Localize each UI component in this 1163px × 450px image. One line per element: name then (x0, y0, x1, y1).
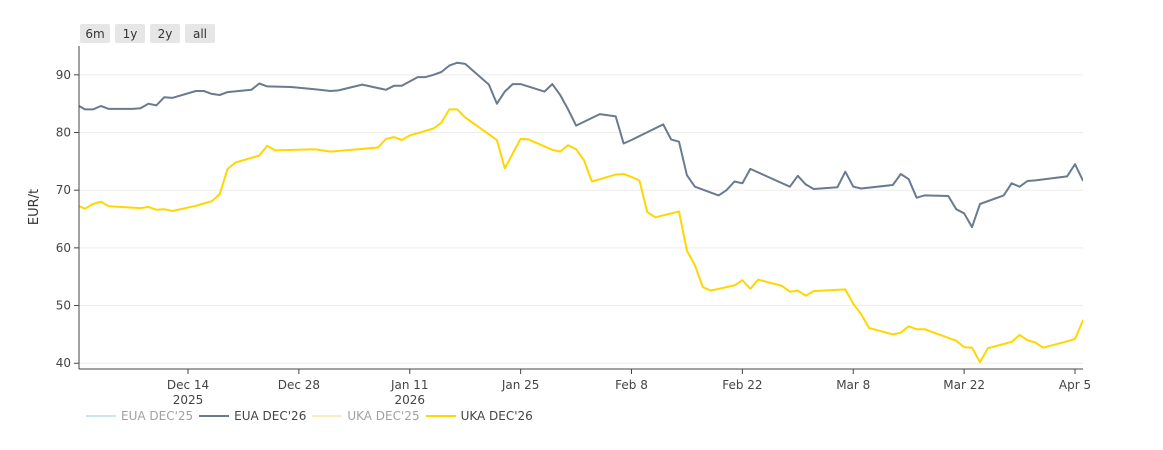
x-tick-label: Jan 11 (390, 378, 429, 392)
x-tick-label: Apr 5 (1059, 378, 1091, 392)
y-tick-label: 60 (56, 241, 71, 255)
y-tick-label: 80 (56, 126, 71, 140)
legend-swatch (312, 415, 343, 417)
legend-label: UKA DEC'25 (347, 409, 420, 423)
legend-label: EUA DEC'25 (121, 409, 194, 423)
x-tick-label: Mar 8 (836, 378, 870, 392)
y-tick-label: 70 (56, 183, 71, 197)
legend-item-eua-dec25[interactable]: EUA DEC'25 (86, 409, 193, 423)
range-1y-button[interactable]: 1y (115, 24, 145, 43)
range-2y-button[interactable]: 2y (150, 24, 180, 43)
range-all-button[interactable]: all (185, 24, 215, 43)
x-tick-label: Dec 14 (167, 378, 209, 392)
x-tick-label: Jan 25 (501, 378, 540, 392)
legend-swatch (199, 415, 230, 417)
series-line-eua-dec-26 (79, 61, 1083, 229)
series-line-uka-dec-26 (79, 108, 1083, 364)
legend-swatch (425, 415, 456, 417)
legend-swatch (86, 415, 116, 417)
legend: EUA DEC'25 EUA DEC'26 UKA DEC'25 UKA DEC… (86, 409, 539, 423)
series-lines (79, 61, 1083, 364)
x-tick-year-label: 2026 (394, 393, 425, 407)
legend-item-eua-dec26[interactable]: EUA DEC'26 (199, 409, 306, 423)
x-tick-label: Dec 28 (278, 378, 320, 392)
legend-item-uka-dec26[interactable]: UKA DEC'26 (425, 409, 533, 423)
range-6m-button[interactable]: 6m (80, 24, 110, 43)
legend-label: EUA DEC'26 (234, 409, 307, 423)
x-tick-year-label: 2025 (173, 393, 204, 407)
legend-label: UKA DEC'26 (460, 409, 533, 423)
x-tick-label: Feb 22 (722, 378, 762, 392)
x-tick-label: Mar 22 (943, 378, 985, 392)
y-tick-label: 90 (56, 68, 71, 82)
x-tick-label: Feb 8 (615, 378, 648, 392)
legend-item-uka-dec25[interactable]: UKA DEC'25 (312, 409, 420, 423)
y-tick-label: 40 (56, 356, 71, 370)
y-axis-label: EUR/t (27, 189, 42, 225)
gridlines (79, 74, 1083, 364)
y-tick-label: 50 (56, 299, 71, 313)
